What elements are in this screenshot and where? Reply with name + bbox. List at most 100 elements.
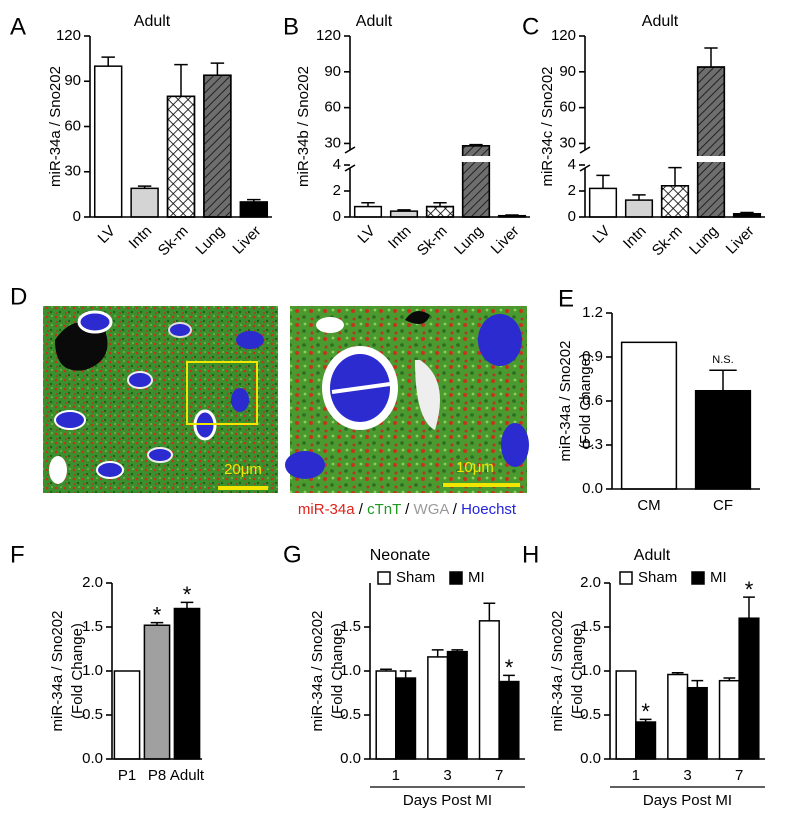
bar xyxy=(478,620,500,760)
x-tick-label: LV xyxy=(354,223,378,247)
error-bar xyxy=(483,602,496,621)
error-bar xyxy=(691,679,704,688)
scale-bar-label: 20μm xyxy=(224,461,262,478)
x-tick-label: CF xyxy=(713,497,733,514)
bar xyxy=(588,187,618,218)
y-tick-label: 2.0 xyxy=(82,574,103,591)
y-tick-label: 2 xyxy=(568,182,576,199)
error-bar xyxy=(399,670,412,679)
x-tick-label: Sk-m xyxy=(155,223,192,260)
bar xyxy=(93,65,123,218)
stain-legend: miR-34a / cTnT / WGA / Hoechst xyxy=(298,501,517,518)
significance-label: * xyxy=(641,699,650,724)
y-tick-label: 0.6 xyxy=(582,392,603,409)
bar xyxy=(620,341,678,490)
bar xyxy=(239,201,269,218)
y-axis-label: (Fold Change) xyxy=(69,623,86,719)
y-tick-label: 0.9 xyxy=(582,348,603,365)
x-tick-label: P8 xyxy=(148,767,166,784)
bar xyxy=(395,677,417,760)
y-tick-label: 60 xyxy=(559,99,576,116)
bar xyxy=(427,656,449,760)
panel-letter: E xyxy=(558,285,574,312)
bar-hatch xyxy=(696,66,726,218)
bar xyxy=(143,624,171,760)
axis-break xyxy=(344,164,356,172)
bar xyxy=(173,607,201,760)
y-tick-label: 90 xyxy=(559,63,576,80)
bar xyxy=(686,686,708,760)
x-tick-label: 7 xyxy=(495,767,503,784)
error-bar xyxy=(668,166,682,186)
x-tick-label: Sk-m xyxy=(649,223,686,260)
chart-title: Adult xyxy=(356,13,393,30)
axis-break xyxy=(344,146,356,154)
axis-break-gap xyxy=(586,156,766,162)
x-tick-label: 3 xyxy=(443,767,451,784)
y-tick-label: 120 xyxy=(56,27,81,44)
bar xyxy=(446,650,468,760)
bar xyxy=(375,670,397,760)
micrograph-left: 20μm xyxy=(43,306,278,493)
y-tick-label: 0 xyxy=(73,208,81,225)
legend-entry: Hoechst xyxy=(461,501,517,518)
error-bar xyxy=(709,369,737,391)
y-tick-label: 1.5 xyxy=(580,618,601,635)
axis-break-gap xyxy=(351,156,531,162)
y-tick-label: 0.0 xyxy=(340,750,361,767)
y-axis-label: (Fold Change) xyxy=(329,623,346,719)
y-axis-label: miR-34c / Sno202 xyxy=(539,66,556,186)
bar xyxy=(498,680,520,760)
chart-title: Neonate xyxy=(370,547,431,564)
legend-separator: / xyxy=(449,501,462,518)
y-tick-label: 0.3 xyxy=(582,436,603,453)
legend-label: Sham xyxy=(396,569,435,586)
significance-label: * xyxy=(745,577,754,602)
x-tick-label: P1 xyxy=(118,767,136,784)
y-axis-label: miR-34b / Sno202 xyxy=(295,66,312,187)
y-tick-label: 90 xyxy=(64,72,81,89)
panel-letter: G xyxy=(283,541,302,568)
error-bar xyxy=(433,201,447,207)
panel-letter: D xyxy=(10,283,27,310)
x-tick-label: Intn xyxy=(126,223,156,253)
bar xyxy=(718,679,740,760)
y-axis-label: (Fold Change) xyxy=(577,353,594,449)
y-tick-label: 1.0 xyxy=(580,662,601,679)
legend-separator: / xyxy=(401,501,414,518)
error-bar xyxy=(380,668,392,671)
bar xyxy=(694,389,752,490)
chart-title: Adult xyxy=(134,13,171,30)
y-tick-label: 30 xyxy=(324,134,341,151)
x-tick-label: Sk-m xyxy=(414,223,451,260)
x-tick-label: CM xyxy=(637,497,660,514)
legend-label: MI xyxy=(468,569,485,586)
bar-hatch xyxy=(660,185,690,218)
legend-label: MI xyxy=(710,569,727,586)
x-tick-label: 7 xyxy=(735,767,743,784)
bar-hatch xyxy=(425,205,455,218)
legend-entry: WGA xyxy=(414,501,450,518)
bar xyxy=(130,187,159,218)
y-tick-label: 1.5 xyxy=(340,618,361,635)
y-tick-label: 30 xyxy=(559,134,576,151)
error-bar xyxy=(503,674,515,682)
panel-letter: C xyxy=(522,13,539,40)
y-tick-label: 2 xyxy=(333,182,341,199)
y-axis-label: miR-34a / Sno202 xyxy=(47,66,64,187)
bar xyxy=(738,617,760,760)
y-tick-label: 30 xyxy=(64,163,81,180)
y-tick-label: 90 xyxy=(324,63,341,80)
legend-swatch xyxy=(619,571,633,585)
x-tick-label: Adult xyxy=(170,767,205,784)
x-tick-label: Liver xyxy=(229,223,264,258)
micrograph-right: 10μm xyxy=(285,306,529,493)
y-axis-label: miR-34a / Sno202 xyxy=(309,611,326,732)
x-tick-label: 1 xyxy=(632,767,640,784)
error-bar xyxy=(397,209,411,212)
y-axis-label: miR-34a / Sno202 xyxy=(557,341,574,462)
error-bar xyxy=(469,143,483,146)
y-tick-label: 0.0 xyxy=(582,480,603,497)
legend-label: Sham xyxy=(638,569,677,586)
y-tick-label: 0.0 xyxy=(580,750,601,767)
